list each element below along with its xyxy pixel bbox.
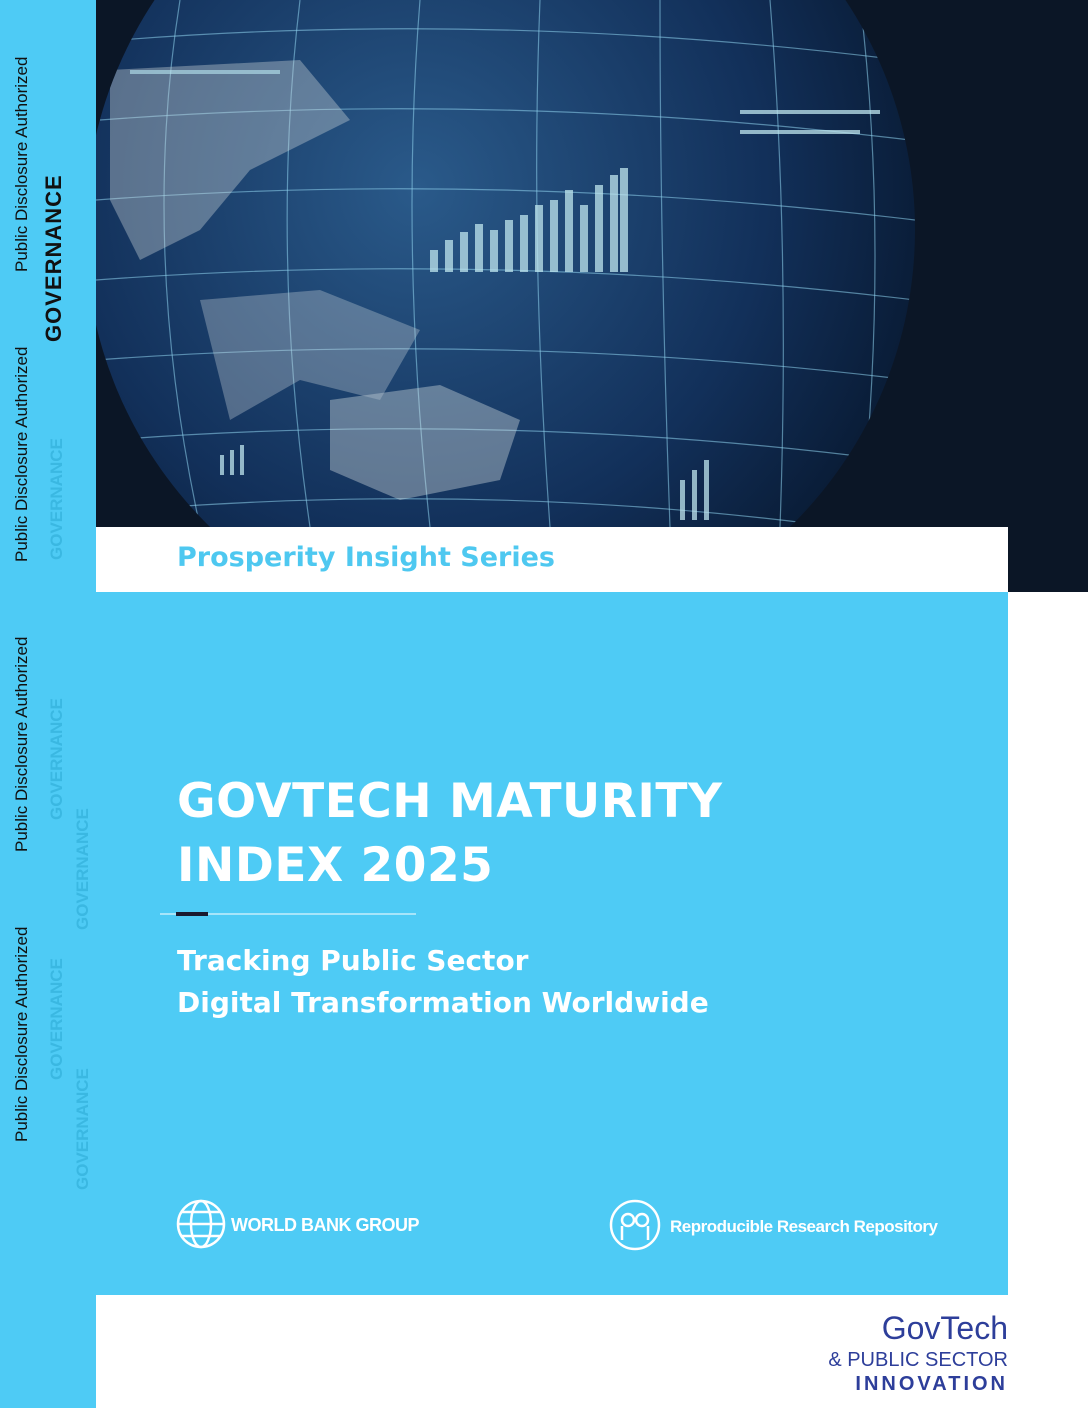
disclosure: Public Disclosure Authorized — [12, 637, 31, 852]
innovation-logo: INNOVATION — [855, 1373, 1008, 1395]
globe-image — [96, 0, 915, 527]
title-line: GOVTECH MATURITY — [177, 774, 723, 829]
watermark: GOVERNANCE — [47, 958, 66, 1080]
divider-accent — [176, 912, 208, 916]
world-bank-icon — [176, 1199, 226, 1249]
watermark: GOVERNANCE — [73, 808, 92, 930]
series-name: Prosperity Insight Series — [177, 542, 555, 573]
public-sector-logo: & PUBLIC SECTOR — [828, 1349, 1008, 1371]
disclosure: Public Disclosure Authorized — [12, 927, 31, 1142]
subtitle: Tracking Public Sector Digital Transform… — [177, 940, 709, 1024]
subtitle-line: Digital Transformation Worldwide — [177, 986, 709, 1019]
side-strip — [0, 0, 96, 1408]
disclosure: Public Disclosure Authorized — [12, 57, 31, 272]
topic: GOVERNANCE — [41, 174, 66, 342]
watermarks: GOVERNANCE GOVERNANCE GOVERNANCE GOVERNA… — [47, 438, 92, 1190]
series-band — [96, 527, 1008, 592]
world-bank-logo: WORLD BANK GROUP — [231, 1215, 419, 1235]
disclosure-stamps: Public Disclosure Authorized Public Disc… — [12, 57, 31, 1142]
disclosure: Public Disclosure Authorized — [12, 347, 31, 562]
main-panel — [96, 592, 1008, 1295]
title-line: INDEX 2025 — [177, 838, 494, 893]
watermark: GOVERNANCE — [73, 1068, 92, 1190]
repository-icon — [609, 1199, 661, 1251]
repository-logo: Reproducible Research Repository — [670, 1217, 938, 1236]
title: GOVTECH MATURITY INDEX 2025 — [177, 770, 723, 898]
govtech-logo: GovTech — [882, 1310, 1008, 1346]
watermark: GOVERNANCE — [47, 698, 66, 820]
subtitle-line: Tracking Public Sector — [177, 944, 529, 977]
watermark: GOVERNANCE — [47, 438, 66, 560]
